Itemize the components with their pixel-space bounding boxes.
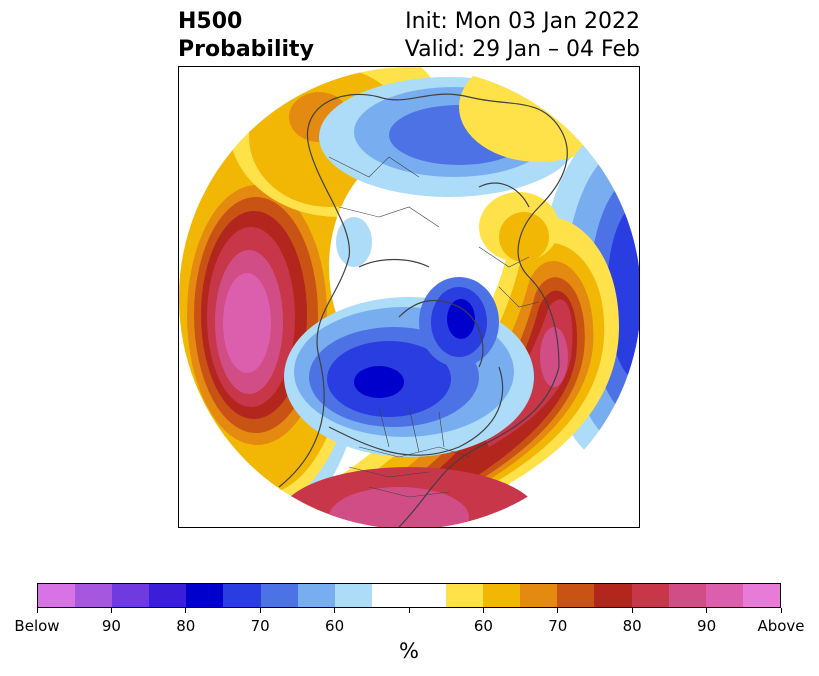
colorbar-swatch xyxy=(557,584,595,607)
colorbar-swatch xyxy=(297,584,335,607)
title-left: H500 Probability xyxy=(178,8,314,64)
colorbar-tick-label: Above xyxy=(757,617,805,635)
title-line-1: H500 xyxy=(178,9,243,34)
colorbar-swatch xyxy=(668,584,706,607)
colorbar-swatch xyxy=(186,584,224,607)
coastlines xyxy=(278,93,568,527)
colorbar-tick-label: 80 xyxy=(176,617,196,635)
valid-range: Valid: 29 Jan – 04 Feb xyxy=(404,37,640,62)
colorbar-tick-label: 80 xyxy=(622,617,642,635)
colorbar-tick-label: 70 xyxy=(250,617,270,635)
colorbar-swatch xyxy=(149,584,187,607)
colorbar-swatch xyxy=(223,584,261,607)
colorbar-swatch xyxy=(334,584,372,607)
small-trough xyxy=(336,217,372,267)
colorbar-tick xyxy=(557,608,559,613)
north-america-trough xyxy=(284,277,534,457)
colorbar-tick-label: Below xyxy=(14,617,60,635)
colorbar-swatch xyxy=(408,584,447,607)
colorbar-tick xyxy=(185,608,187,613)
colorbar-swatch xyxy=(446,584,484,607)
init-date: Init: Mon 03 Jan 2022 xyxy=(405,9,640,34)
colorbar-swatch xyxy=(260,584,298,607)
colorbar-swatch xyxy=(371,584,409,607)
colorbar-tick-label: 90 xyxy=(697,617,717,635)
title-line-2: Probability xyxy=(178,37,314,62)
colorbar-swatch xyxy=(520,584,558,607)
colorbar-tick xyxy=(334,608,336,613)
country-borders xyxy=(328,156,540,498)
colorbar-tick xyxy=(259,608,261,613)
colorbar-swatch xyxy=(75,584,113,607)
colorbar xyxy=(37,583,781,608)
colorbar-tick-label: 70 xyxy=(548,617,568,635)
colorbar-tick-label: 60 xyxy=(325,617,345,635)
probability-field xyxy=(179,67,639,527)
title-right: Init: Mon 03 Jan 2022 Valid: 29 Jan – 04… xyxy=(405,8,640,64)
colorbar-tick xyxy=(706,608,708,613)
colorbar-unit: % xyxy=(399,639,419,663)
colorbar-tick-label: 60 xyxy=(473,617,493,635)
colorbar-swatch xyxy=(38,584,76,607)
colorbar-tick xyxy=(36,608,38,613)
colorbar-tick xyxy=(631,608,633,613)
colorbar-swatch xyxy=(112,584,150,607)
colorbar-tick xyxy=(408,608,410,613)
colorbar-tick-label: 90 xyxy=(101,617,121,635)
east-asia-ridge xyxy=(479,192,559,262)
colorbar-swatch xyxy=(742,584,780,607)
colorbar-swatch xyxy=(705,584,743,607)
colorbar-tick xyxy=(110,608,112,613)
map-svg xyxy=(179,67,639,527)
colorbar-swatch xyxy=(631,584,669,607)
colorbar-tick xyxy=(780,608,782,613)
colorbar-swatch xyxy=(594,584,632,607)
probability-map xyxy=(178,66,640,528)
colorbar-swatch xyxy=(483,584,521,607)
colorbar-tick xyxy=(482,608,484,613)
